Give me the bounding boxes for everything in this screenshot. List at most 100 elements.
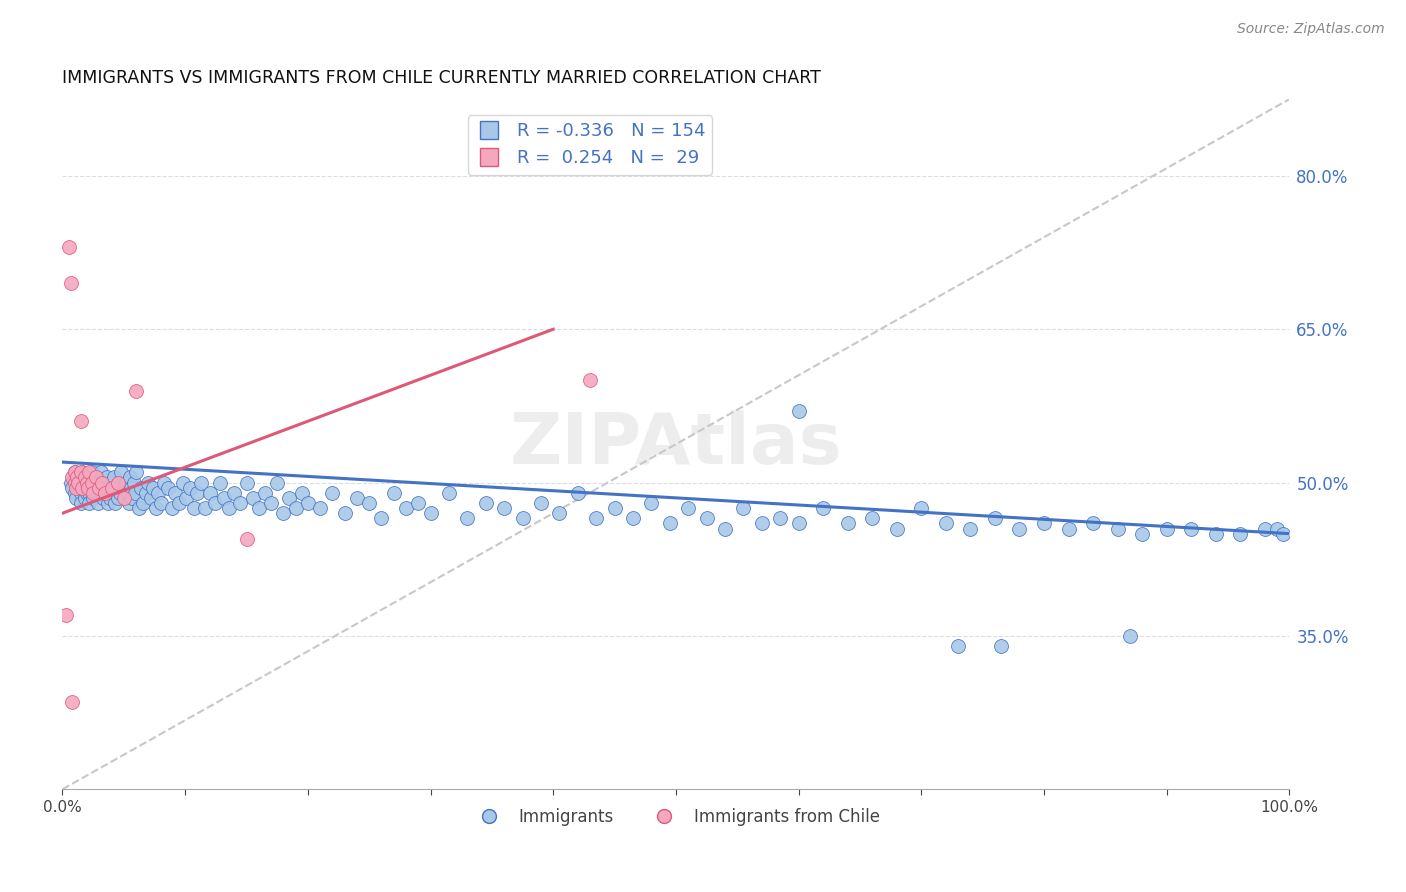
Point [811, 501, 834, 516]
Point [242, 491, 264, 505]
Point [89, 485, 111, 500]
Point [83, 475, 105, 490]
Point [118, 470, 141, 484]
Point [65, 491, 87, 505]
Point [1272, 526, 1295, 541]
Point [1180, 522, 1202, 536]
Point [77, 481, 100, 495]
Point [333, 506, 356, 520]
Point [79, 496, 101, 510]
Point [1265, 522, 1288, 536]
Point [183, 501, 205, 516]
Point [910, 501, 932, 516]
Point [1008, 522, 1031, 536]
Point [278, 491, 301, 505]
Point [82, 481, 104, 495]
Point [1254, 522, 1277, 536]
Point [359, 496, 381, 510]
Point [959, 522, 981, 536]
Point [198, 485, 221, 500]
Point [204, 496, 226, 510]
Point [395, 501, 418, 516]
Point [60, 276, 83, 290]
Point [79, 466, 101, 480]
Point [194, 501, 217, 516]
Point [98, 491, 121, 505]
Point [172, 475, 194, 490]
Point [145, 501, 167, 516]
Point [60, 695, 83, 709]
Point [87, 496, 110, 510]
Point [60, 475, 83, 490]
Point [1107, 522, 1129, 536]
Point [1081, 516, 1104, 531]
Point [73, 491, 96, 505]
Point [65, 481, 87, 495]
Point [76, 485, 98, 500]
Point [100, 475, 122, 490]
Point [160, 501, 183, 516]
Point [224, 485, 246, 500]
Point [60, 481, 83, 495]
Point [94, 485, 117, 500]
Point [585, 511, 607, 525]
Point [58, 240, 80, 254]
Point [1119, 629, 1142, 643]
Point [138, 475, 160, 490]
Point [112, 491, 135, 505]
Point [69, 470, 91, 484]
Point [70, 485, 93, 500]
Point [89, 481, 111, 495]
Point [984, 511, 1007, 525]
Point [235, 475, 257, 490]
Point [72, 481, 94, 495]
Point [530, 496, 553, 510]
Point [787, 404, 810, 418]
Point [603, 501, 626, 516]
Point [579, 373, 602, 387]
Point [63, 475, 86, 490]
Point [214, 491, 236, 505]
Point [125, 466, 148, 480]
Point [176, 491, 198, 505]
Point [80, 475, 103, 490]
Point [98, 481, 121, 495]
Point [84, 470, 107, 484]
Point [70, 481, 93, 495]
Point [107, 491, 129, 505]
Point [82, 491, 104, 505]
Point [266, 475, 288, 490]
Point [76, 475, 98, 490]
Point [80, 475, 103, 490]
Point [156, 481, 179, 495]
Point [658, 516, 681, 531]
Point [73, 470, 96, 484]
Point [129, 481, 152, 495]
Point [408, 496, 430, 510]
Point [751, 516, 773, 531]
Point [153, 475, 176, 490]
Point [142, 481, 165, 495]
Point [218, 501, 240, 516]
Point [70, 466, 93, 480]
Point [640, 496, 662, 510]
Point [70, 496, 93, 510]
Point [135, 485, 157, 500]
Point [190, 475, 212, 490]
Point [122, 475, 145, 490]
Point [124, 485, 146, 500]
Point [149, 496, 172, 510]
Point [79, 485, 101, 500]
Point [1229, 526, 1251, 541]
Point [837, 516, 859, 531]
Point [769, 511, 792, 525]
Point [125, 384, 148, 398]
Point [120, 481, 142, 495]
Point [103, 470, 125, 484]
Point [105, 481, 128, 495]
Point [82, 485, 104, 500]
Point [273, 506, 295, 520]
Point [346, 491, 368, 505]
Point [70, 414, 93, 428]
Point [89, 475, 111, 490]
